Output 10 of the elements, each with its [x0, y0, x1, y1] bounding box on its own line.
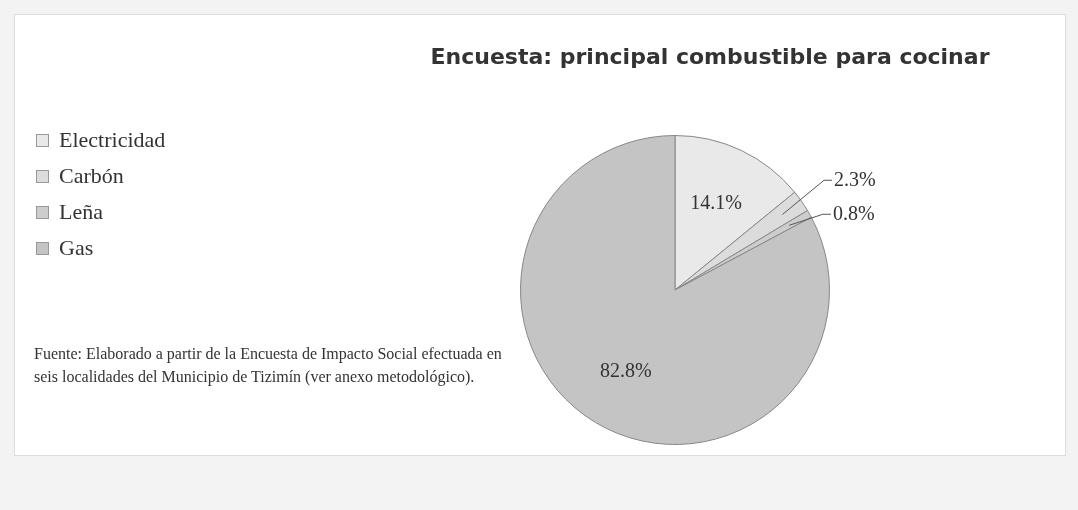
- source-note: Fuente: Elaborado a partir de la Encuesta de Impacto Social efectuada en seis localidades del Municipio de Tizimín (ver anexo metodológico).: [34, 344, 503, 388]
- data-label: 82.8%: [599, 359, 652, 382]
- legend-label: Carbón: [58, 162, 125, 190]
- data-label: 2.3%: [834, 167, 876, 190]
- legend-label: Leña: [58, 198, 104, 226]
- data-label: 14.1%: [690, 190, 742, 213]
- data-label: 0.8%: [832, 201, 875, 224]
- legend-label: Gas: [58, 234, 95, 262]
- legend-label: Electricidad: [58, 126, 166, 154]
- chart-title: Encuesta: principal combustible para cocinar: [429, 44, 991, 69]
